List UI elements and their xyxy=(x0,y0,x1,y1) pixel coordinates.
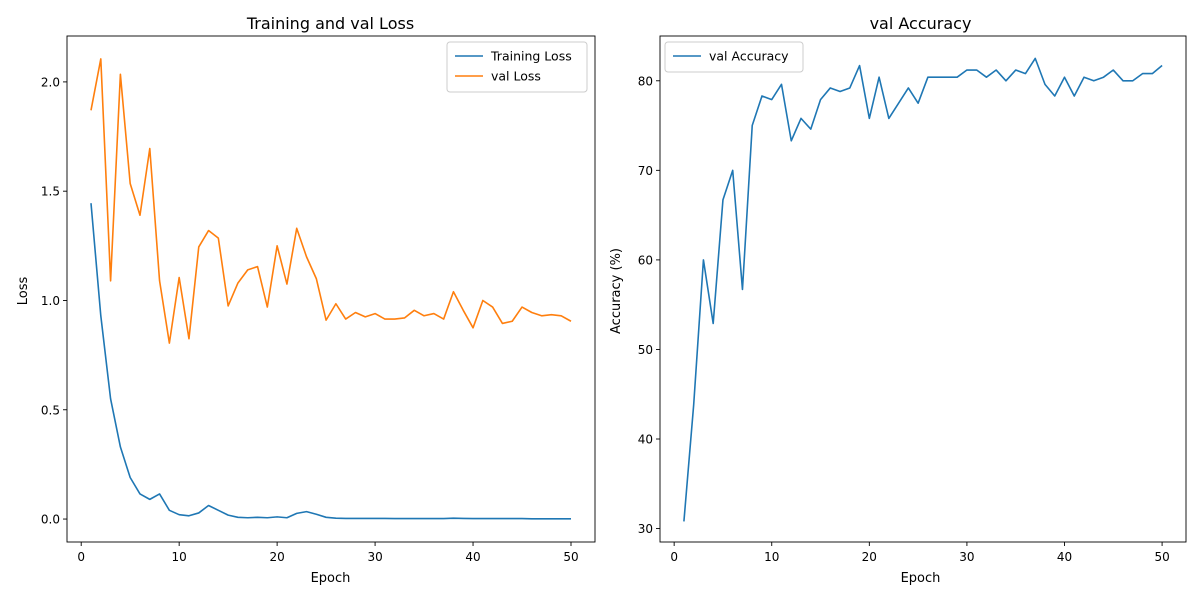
loss-y-tick-label: 1.0 xyxy=(41,294,60,308)
loss-legend-label: Training Loss xyxy=(490,49,572,64)
loss-y-tick-label: 1.5 xyxy=(41,185,60,199)
loss-y-tick-label: 0.0 xyxy=(41,513,60,527)
loss-y-tick-label: 0.5 xyxy=(41,403,60,417)
loss-legend-box xyxy=(446,41,588,93)
loss-series-val-loss xyxy=(90,58,572,344)
loss-y-axis-label: Loss xyxy=(16,277,31,306)
accuracy-series-val-accuracy xyxy=(683,57,1163,522)
accuracy-y-tick-label: 80 xyxy=(638,74,653,88)
accuracy-x-tick-label: 50 xyxy=(1154,550,1169,564)
accuracy-plot-area: 0 10 20 30 40 50 30 40 50 60 70 80 val Accuracy xyxy=(638,35,1187,564)
loss-x-tick-label: 10 xyxy=(172,550,187,564)
loss-legend: Training Loss val Loss xyxy=(446,41,588,93)
accuracy-y-axis-label: Accuracy (%) xyxy=(609,248,624,334)
accuracy-x-tick-label: 10 xyxy=(764,550,779,564)
accuracy-y-tick-label: 30 xyxy=(638,522,653,536)
loss-x-tick-label: 40 xyxy=(465,550,480,564)
loss-x-axis-label: Epoch xyxy=(311,571,351,586)
loss-series-training-loss xyxy=(90,203,571,520)
loss-chart-title: Training and val Loss xyxy=(246,14,414,33)
accuracy-y-tick-label: 40 xyxy=(638,433,653,447)
accuracy-subplot: val Accuracy Epoch Accuracy (%) 0 10 20 30 4… xyxy=(609,14,1187,586)
accuracy-legend-box xyxy=(664,41,804,73)
accuracy-x-tick-label: 20 xyxy=(862,550,877,564)
accuracy-x-axis-label: Epoch xyxy=(901,571,941,586)
accuracy-legend: val Accuracy xyxy=(664,41,804,73)
accuracy-y-tick-label: 70 xyxy=(638,164,653,178)
accuracy-x-tick-label: 40 xyxy=(1057,550,1072,564)
loss-subplot: Training and val Loss Epoch Loss 0 10 20 30… xyxy=(16,14,596,586)
accuracy-y-tick-label: 50 xyxy=(638,343,653,357)
loss-plot-area: 0 10 20 30 40 50 0.0 0.5 1.0 1.5 2.0 Training Loss v… xyxy=(41,35,596,564)
accuracy-x-tick-label: 30 xyxy=(959,550,974,564)
loss-x-tick-label: 20 xyxy=(269,550,284,564)
loss-legend-label: val Loss xyxy=(491,69,541,84)
accuracy-y-tick-label: 60 xyxy=(638,253,653,267)
loss-x-tick-label: 0 xyxy=(77,550,85,564)
accuracy-axes-frame xyxy=(659,35,1187,543)
loss-x-tick-label: 50 xyxy=(563,550,578,564)
loss-x-tick-label: 30 xyxy=(367,550,382,564)
accuracy-x-tick-label: 0 xyxy=(670,550,678,564)
loss-axes-frame xyxy=(66,35,596,543)
accuracy-legend-label: val Accuracy xyxy=(709,49,789,64)
loss-y-tick-label: 2.0 xyxy=(41,75,60,89)
accuracy-chart-title: val Accuracy xyxy=(870,14,972,33)
